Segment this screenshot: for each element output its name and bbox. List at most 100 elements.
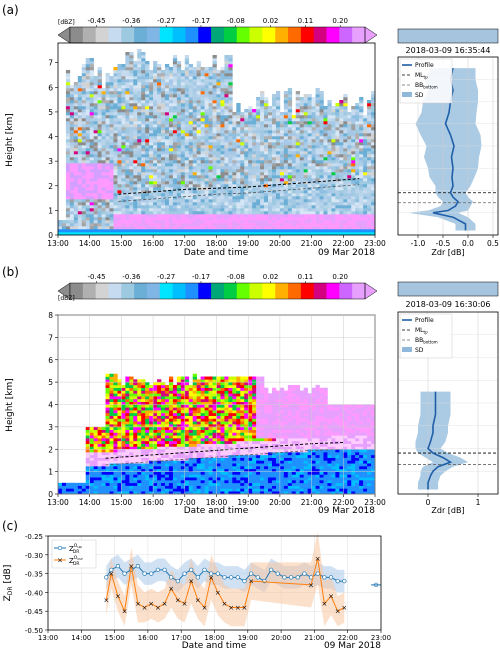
heatmap-cell bbox=[351, 130, 356, 134]
heatmap-cell bbox=[371, 118, 376, 122]
heatmap-cell bbox=[264, 136, 269, 140]
heatmap-cell bbox=[73, 193, 79, 197]
heatmap-cell bbox=[212, 124, 217, 128]
heatmap-cell bbox=[200, 127, 205, 131]
heatmap-cell bbox=[244, 124, 249, 128]
heatmap-cell bbox=[367, 106, 372, 110]
heatmap-cell bbox=[204, 127, 209, 131]
heatmap-cell bbox=[81, 199, 87, 203]
heatmap-cell bbox=[180, 157, 186, 161]
heatmap-cell bbox=[141, 211, 146, 215]
heatmap-cell bbox=[319, 232, 324, 236]
heatmap-cell bbox=[327, 133, 332, 137]
heatmap-cell bbox=[164, 426, 170, 430]
heatmap-cell bbox=[331, 223, 336, 227]
heatmap-cell bbox=[137, 178, 142, 182]
heatmap-cell bbox=[85, 199, 90, 203]
heatmap-cell bbox=[279, 196, 285, 200]
heatmap-cell bbox=[268, 112, 273, 116]
heatmap-cell bbox=[105, 178, 110, 182]
colorbar-cell bbox=[82, 283, 97, 299]
colorbar-cell bbox=[288, 27, 302, 43]
heatmap-cell bbox=[117, 387, 122, 391]
heatmap-cell bbox=[208, 130, 213, 134]
heatmap-cell bbox=[137, 49, 142, 53]
heatmap-cell bbox=[363, 130, 368, 134]
heatmap-cell bbox=[315, 103, 320, 107]
heatmap-cell bbox=[133, 61, 138, 65]
heatmap-cell bbox=[157, 130, 162, 134]
heatmap-cell bbox=[77, 94, 83, 98]
heatmap-cell bbox=[172, 115, 178, 119]
heatmap-cell bbox=[188, 187, 194, 191]
heatmap-cell bbox=[113, 426, 118, 430]
heatmap-cell bbox=[168, 202, 174, 206]
heatmap-cell bbox=[260, 115, 265, 119]
heatmap-cell bbox=[192, 130, 197, 134]
heatmap-cell bbox=[97, 199, 102, 203]
heatmap-cell bbox=[109, 94, 114, 98]
heatmap-cell bbox=[192, 160, 197, 164]
heatmap-cell bbox=[264, 196, 269, 200]
heatmap-cell bbox=[311, 112, 316, 116]
heatmap-cell bbox=[244, 208, 249, 212]
heatmap-cell bbox=[252, 157, 257, 161]
heatmap-cell bbox=[109, 480, 114, 484]
heatmap-cell bbox=[176, 130, 182, 134]
heatmap-cell bbox=[303, 94, 308, 98]
heatmap-cell bbox=[157, 488, 162, 492]
heatmap-cell bbox=[311, 130, 316, 134]
heatmap-cell bbox=[125, 407, 130, 411]
heatmap-cell bbox=[117, 97, 122, 101]
heatmap-cell bbox=[204, 88, 209, 92]
heatmap-cell bbox=[264, 172, 269, 176]
heatmap-cell bbox=[157, 471, 162, 475]
heatmap-cell bbox=[109, 88, 114, 92]
heatmap-cell bbox=[192, 70, 197, 74]
heatmap-cell bbox=[196, 70, 201, 74]
heatmap-cell bbox=[145, 454, 150, 458]
heatmap-cell bbox=[101, 440, 106, 444]
heatmap-cell bbox=[153, 480, 158, 484]
heatmap-cell bbox=[129, 193, 134, 197]
heatmap-cell bbox=[161, 94, 166, 98]
heatmap-cell bbox=[97, 97, 102, 101]
heatmap-cell bbox=[268, 172, 273, 176]
heatmap-cell bbox=[291, 208, 297, 212]
heatmap-cell bbox=[69, 118, 75, 122]
heatmap-cell bbox=[252, 142, 257, 146]
heatmap-cell bbox=[85, 145, 90, 149]
heatmap-cell bbox=[109, 106, 114, 110]
heatmap-cell bbox=[133, 70, 138, 74]
heatmap-cell bbox=[359, 142, 364, 146]
heatmap-cell bbox=[220, 172, 225, 176]
heatmap-cell bbox=[145, 387, 150, 391]
heatmap-cell bbox=[137, 136, 142, 140]
heatmap-cell bbox=[220, 217, 225, 221]
heatmap-cell bbox=[260, 106, 265, 110]
heatmap-cell bbox=[192, 67, 197, 71]
heatmap-cell bbox=[264, 163, 269, 167]
heatmap-cell bbox=[184, 112, 190, 116]
heatmap-cell bbox=[161, 415, 166, 419]
heatmap-cell bbox=[129, 407, 134, 411]
heatmap-cell bbox=[141, 471, 146, 475]
heatmap-cell bbox=[367, 172, 372, 176]
heatmap-cell bbox=[188, 133, 194, 137]
heatmap-cell bbox=[101, 205, 106, 209]
heatmap-cell bbox=[172, 187, 178, 191]
heatmap-cell bbox=[367, 130, 372, 134]
heatmap-cell bbox=[121, 172, 126, 176]
heatmap-cell bbox=[208, 118, 213, 122]
heatmap-cell bbox=[244, 202, 249, 206]
heatmap-cell bbox=[268, 199, 273, 203]
heatmap-cell bbox=[363, 124, 368, 128]
heatmap-cell bbox=[81, 169, 87, 173]
heatmap-cell bbox=[101, 457, 106, 461]
heatmap-cell bbox=[196, 172, 201, 176]
heatmap-cell bbox=[220, 166, 225, 170]
heatmap-cell bbox=[149, 145, 154, 149]
heatmap-cell bbox=[256, 232, 261, 236]
heatmap-cell bbox=[121, 384, 126, 389]
heatmap-cell bbox=[347, 172, 352, 176]
